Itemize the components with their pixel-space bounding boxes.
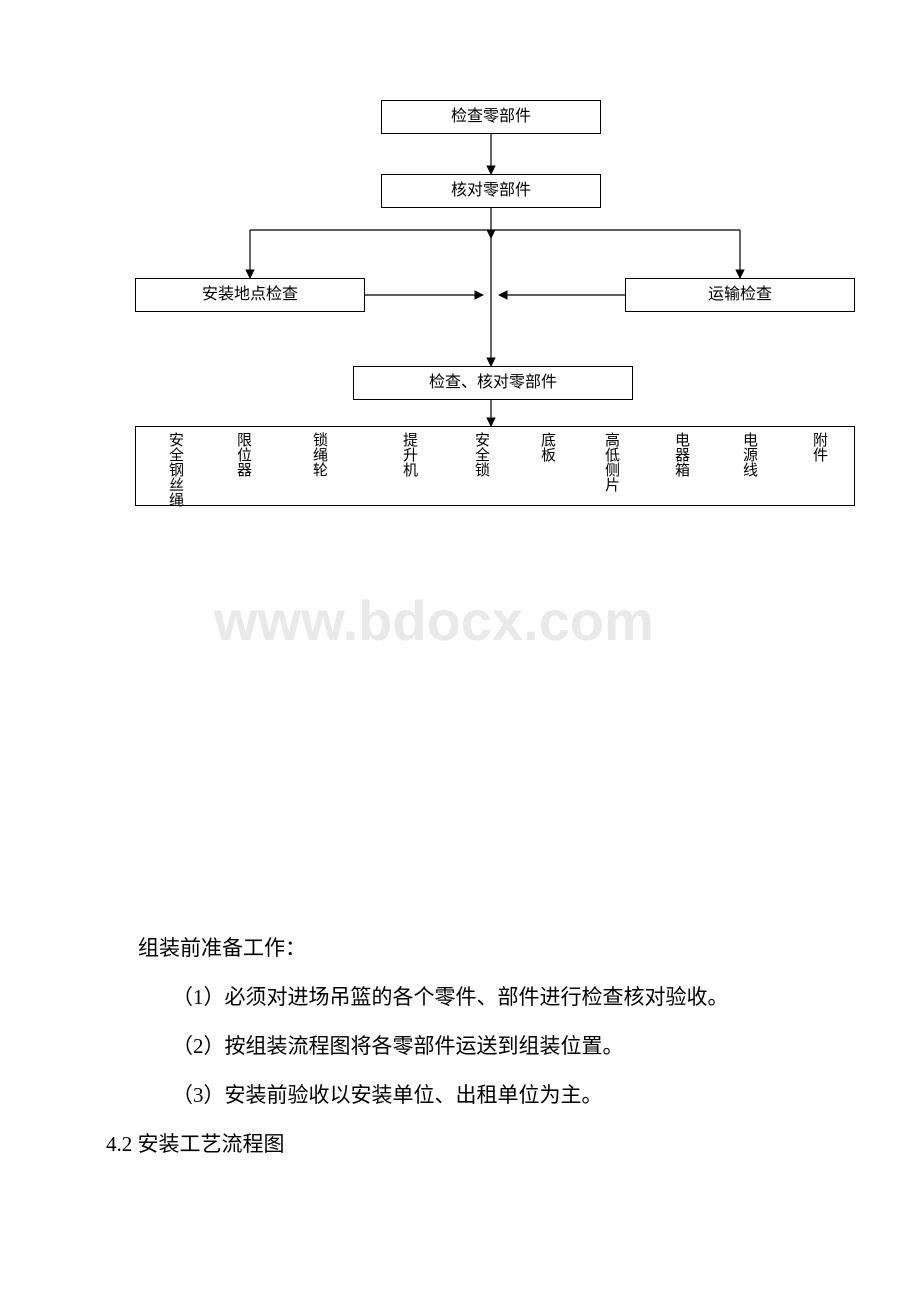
component-label: 安全钢丝绳 <box>167 432 182 507</box>
component-label: 电器箱 <box>673 432 688 477</box>
node-label: 核对零部件 <box>451 182 531 200</box>
component-label: 锁绳轮 <box>311 432 326 477</box>
watermark: www.bdocx.com <box>214 588 654 653</box>
node-check-verify-parts: 检查、核对零部件 <box>353 366 633 400</box>
page: www.bdocx.com <box>0 0 920 1302</box>
component-label: 提升机 <box>401 432 416 477</box>
prep-heading: 组装前准备工作： <box>138 932 306 966</box>
component-label: 底板 <box>539 432 554 462</box>
node-label: 运输检查 <box>708 286 772 304</box>
node-label: 检查、核对零部件 <box>429 374 557 392</box>
component-label: 高低侧片 <box>603 432 618 492</box>
component-label: 电源线 <box>741 432 756 477</box>
prep-item-2: （2）按组装流程图将各零部件运送到组装位置。 <box>172 1030 624 1064</box>
node-transport-check: 运输检查 <box>625 278 855 312</box>
component-label: 安全锁 <box>473 432 488 477</box>
prep-item-1: （1）必须对进场吊篮的各个零件、部件进行检查核对验收。 <box>172 981 729 1015</box>
node-label: 安装地点检查 <box>202 286 298 304</box>
node-install-site-check: 安装地点检查 <box>135 278 365 312</box>
prep-item-3: （3）安装前验收以安装单位、出租单位为主。 <box>172 1079 603 1113</box>
component-label: 限位器 <box>235 432 250 477</box>
node-check-parts: 检查零部件 <box>381 100 601 134</box>
node-verify-parts: 核对零部件 <box>381 174 601 208</box>
component-label: 附件 <box>811 432 826 462</box>
section-heading: 4.2 安装工艺流程图 <box>106 1128 285 1162</box>
node-label: 检查零部件 <box>451 108 531 126</box>
flowchart-diagram: 检查零部件 核对零部件 安装地点检查 运输检查 检查、核对零部件 安全钢丝绳 限… <box>135 100 855 510</box>
